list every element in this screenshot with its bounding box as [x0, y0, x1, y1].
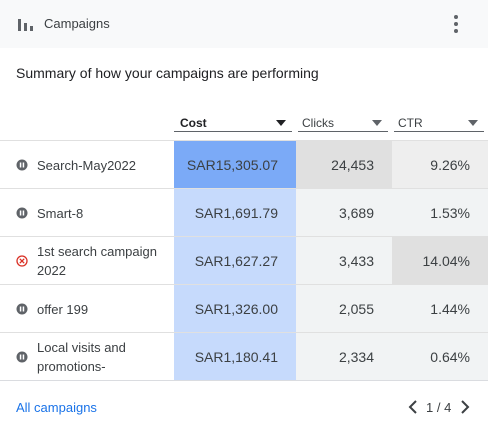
ctr-cell: 0.64% — [392, 333, 488, 381]
row-divider — [0, 284, 488, 285]
clicks-cell: 2,055 — [296, 285, 392, 333]
ctr-cell: 1.44% — [392, 285, 488, 333]
sort-arrow[interactable] — [468, 120, 478, 126]
paused-icon — [16, 159, 28, 171]
cost-cell: SAR1,180.41 — [174, 333, 296, 381]
cost-cell: SAR1,627.27 — [174, 237, 296, 285]
next-page[interactable] — [460, 400, 470, 414]
removed-icon — [16, 255, 28, 267]
campaign-name[interactable]: 1st search campaign 2022 — [37, 244, 157, 278]
header-underline — [298, 131, 388, 132]
row-divider — [0, 332, 488, 333]
campaign-name[interactable]: Smart-8 — [37, 205, 84, 221]
ctr-cell: 9.26% — [392, 141, 488, 189]
header-underline — [174, 131, 292, 132]
chart-icon — [18, 19, 33, 31]
more-menu[interactable] — [450, 14, 462, 34]
prev-page[interactable] — [408, 400, 418, 414]
ctr-cell: 1.53% — [392, 189, 488, 237]
cost-cell: SAR15,305.07 — [174, 141, 296, 189]
paused-icon — [16, 303, 28, 315]
column-header[interactable]: CTR — [398, 116, 423, 130]
subtitle: Summary of how your campaigns are perfor… — [16, 65, 319, 81]
ctr-cell: 14.04% — [392, 237, 488, 285]
column-header[interactable]: Clicks — [302, 116, 334, 130]
cost-cell: SAR1,691.79 — [174, 189, 296, 237]
cost-cell: SAR1,326.00 — [174, 285, 296, 333]
clicks-cell: 3,689 — [296, 189, 392, 237]
header-underline — [394, 131, 484, 132]
row-divider — [0, 140, 488, 141]
column-header[interactable]: Cost — [180, 116, 207, 130]
paused-icon — [16, 207, 28, 219]
clicks-cell: 3,433 — [296, 237, 392, 285]
campaign-name[interactable]: offer 199 — [37, 301, 89, 317]
card-title: Campaigns — [44, 16, 110, 31]
sort-arrow[interactable] — [276, 120, 286, 126]
all-campaigns-link[interactable]: All campaigns — [16, 400, 97, 415]
page-indicator: 1 / 4 — [426, 400, 452, 415]
card-header: Campaigns — [0, 0, 488, 48]
campaign-name[interactable]: Local visits and promotions- — [37, 340, 126, 374]
footer-divider — [0, 380, 488, 381]
sort-arrow[interactable] — [372, 120, 382, 126]
clicks-cell: 24,453 — [296, 141, 392, 189]
row-divider — [0, 236, 488, 237]
clicks-cell: 2,334 — [296, 333, 392, 381]
row-divider — [0, 188, 488, 189]
campaign-name[interactable]: Search-May2022 — [37, 157, 136, 173]
paused-icon — [16, 351, 28, 363]
